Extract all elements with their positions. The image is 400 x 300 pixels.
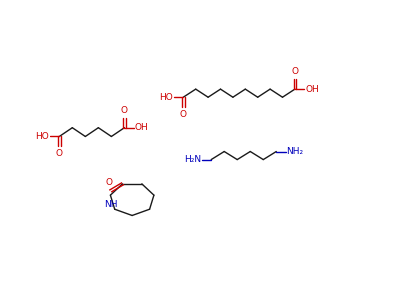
Text: H₂N: H₂N: [184, 155, 201, 164]
Text: O: O: [121, 106, 128, 115]
Text: O: O: [180, 110, 187, 119]
Text: O: O: [291, 68, 298, 76]
Text: HO: HO: [35, 132, 49, 141]
Text: NH₂: NH₂: [286, 147, 304, 156]
Text: OH: OH: [305, 85, 319, 94]
Text: O: O: [56, 149, 63, 158]
Text: NH: NH: [104, 200, 117, 209]
Text: HO: HO: [159, 93, 173, 102]
Text: O: O: [106, 178, 113, 187]
Text: OH: OH: [135, 123, 148, 132]
